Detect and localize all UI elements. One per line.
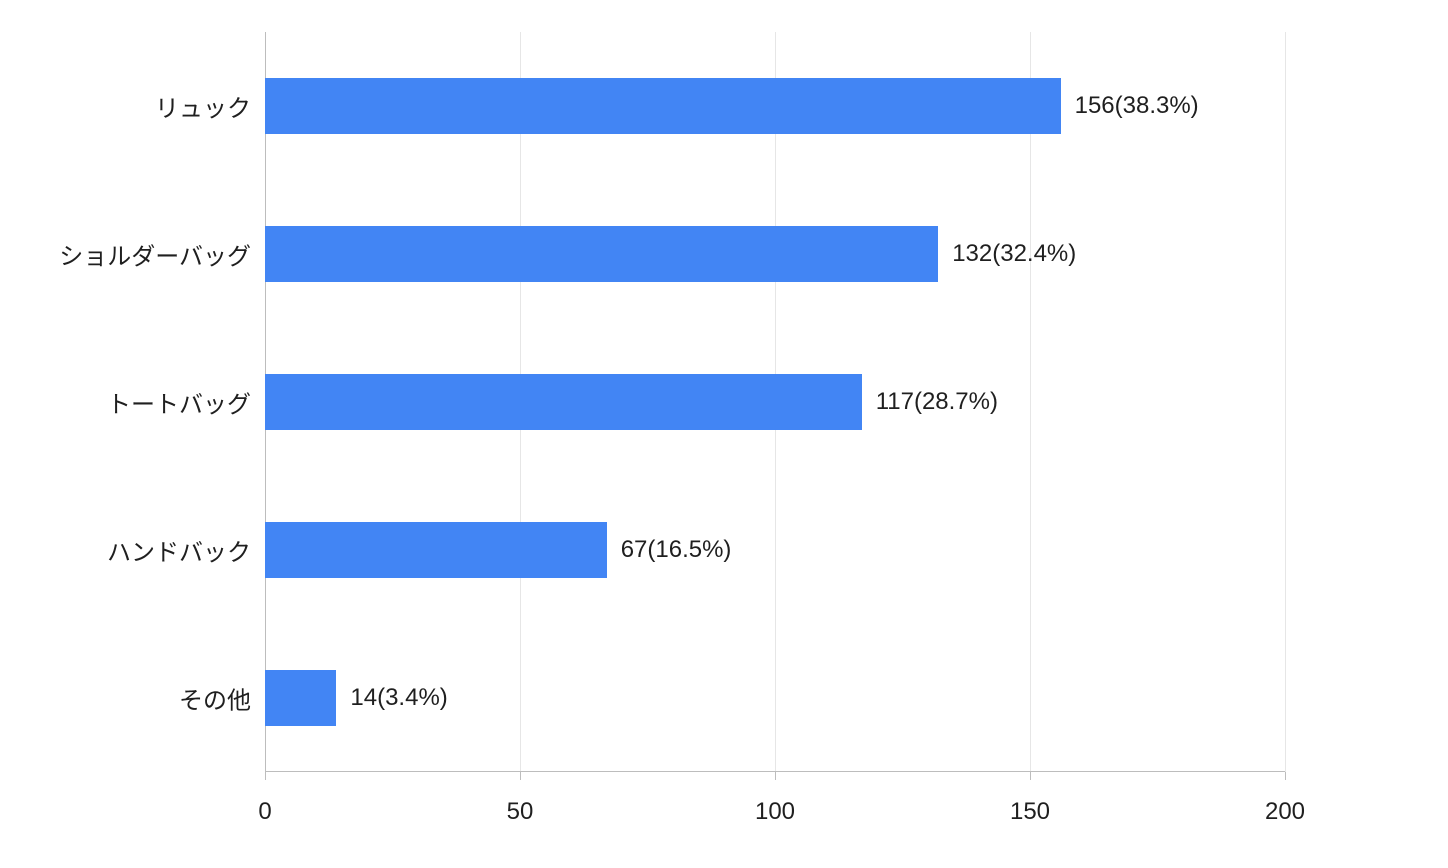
gridline [1030,32,1031,772]
bar-value-label: 14(3.4%) [350,684,447,712]
x-tick-label: 50 [507,798,534,826]
x-axis-line [265,771,1285,772]
category-label: ハンドバック [107,533,251,568]
x-tick-label: 200 [1265,798,1305,826]
category-label: その他 [179,681,251,716]
bar [265,78,1061,134]
gridline [1285,32,1286,772]
x-tick [265,772,266,780]
bar [265,670,336,726]
x-tick-label: 0 [258,798,271,826]
bar [265,226,938,282]
x-tick-label: 100 [755,798,795,826]
plot-area: 156(38.3%) 132(32.4%) 117(28.7%) 67(16.5%) 1… [265,32,1285,772]
x-tick [775,772,776,780]
bar-chart: 156(38.3%) 132(32.4%) 117(28.7%) 67(16.5%) 1… [0,0,1448,868]
bar [265,374,862,430]
bar-value-label: 67(16.5%) [621,536,732,564]
x-tick [1030,772,1031,780]
bar-value-label: 117(28.7%) [876,388,998,416]
category-label: リュック [155,89,251,124]
bar [265,522,607,578]
category-label: ショルダーバッグ [59,237,251,272]
x-tick-label: 150 [1010,798,1050,826]
x-tick [1285,772,1286,780]
bar-value-label: 156(38.3%) [1075,92,1199,120]
category-label: トートバッグ [107,385,251,420]
bar-value-label: 132(32.4%) [952,240,1076,268]
x-tick [520,772,521,780]
